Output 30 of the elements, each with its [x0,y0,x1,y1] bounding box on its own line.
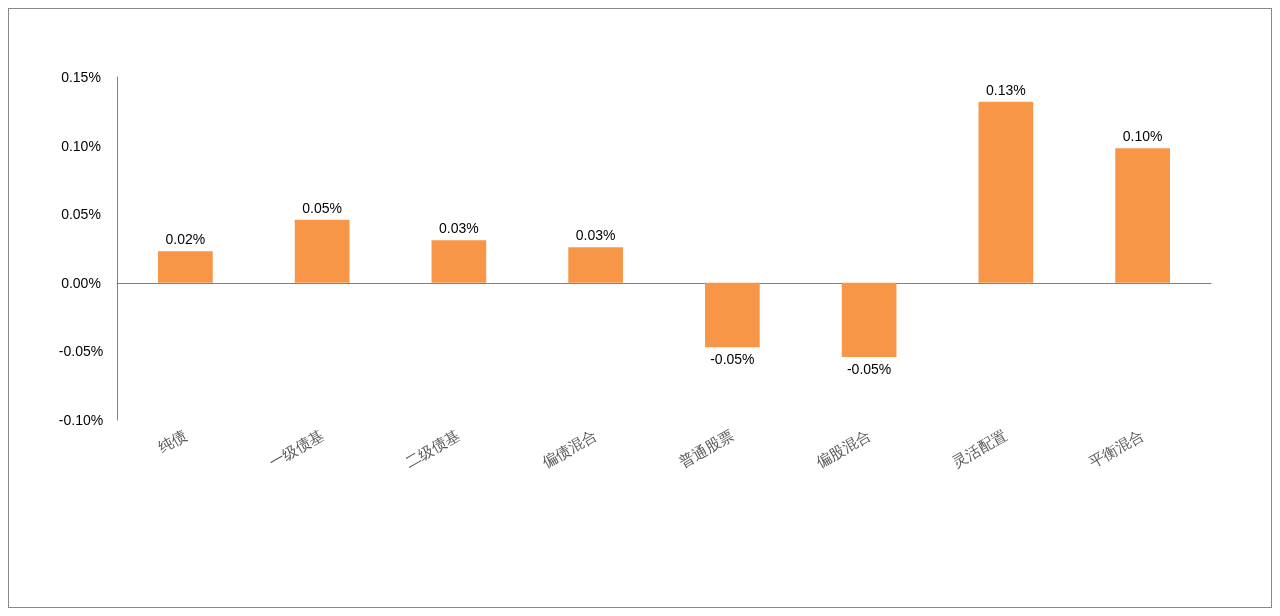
x-tick-label: 平衡混合 [1086,426,1148,472]
y-tick-label: 0.15% [61,69,101,85]
bar [978,101,1034,283]
y-tick-label: -0.05% [58,343,104,360]
bar [568,247,623,283]
y-tick-label: 0.10% [61,137,101,154]
bar [294,219,350,283]
data-label: 0.03% [439,220,479,237]
x-tick-label: 偏债混合 [539,426,601,472]
x-tick-label: 普通股票 [675,426,737,472]
bar [158,251,213,283]
y-tick-label: 0.00% [61,274,101,291]
x-tick-label: 灵活配置 [949,426,1011,472]
y-tick-label: -0.10% [58,412,104,428]
x-tick-label: 偏股混合 [812,426,874,472]
x-tick-label: 二级债基 [402,426,464,472]
data-label: -0.05% [710,351,755,368]
bar [841,282,897,357]
data-label: 0.02% [165,231,206,248]
data-label: 0.03% [575,227,616,244]
y-tick-label: 0.05% [61,206,101,223]
data-label: 0.13% [986,81,1026,98]
bar [705,282,760,348]
x-tick-label: 纯债 [154,426,190,457]
x-tick-label: 一级债基 [265,426,327,472]
bar [431,240,487,283]
data-label: 0.05% [302,199,342,216]
data-label: -0.05% [846,360,892,377]
bar [1115,148,1170,283]
data-label: 0.10% [1122,128,1163,145]
